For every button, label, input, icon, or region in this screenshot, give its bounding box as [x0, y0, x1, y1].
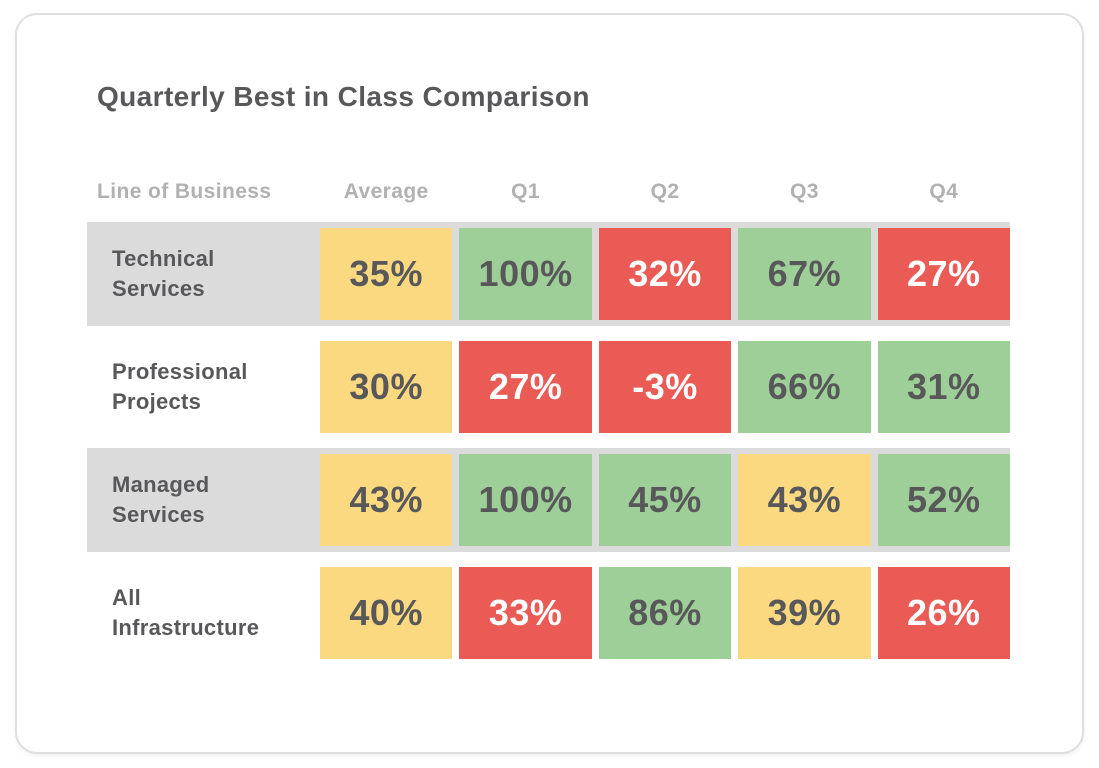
comparison-table: Line of Business Average Q1 Q2 Q3 Q4 Tec…: [87, 179, 1010, 665]
column-header-line-of-business: Line of Business: [97, 180, 272, 203]
comparison-table-body: Technical Services 35% 100% 32% 67% 27% Prof…: [87, 222, 1010, 665]
row-label: All Infrastructure: [112, 585, 260, 640]
table-row: Managed Services 43% 100% 45% 43% 52%: [87, 448, 1010, 552]
table-row: All Infrastructure 40% 33% 86% 39% 26%: [87, 561, 1010, 665]
page-title: Quarterly Best in Class Comparison: [97, 81, 590, 112]
value-cell: 100%: [459, 228, 592, 320]
column-header-q3: Q3: [789, 180, 819, 203]
report-card: Quarterly Best in Class Comparison Line …: [15, 13, 1084, 754]
row-label: Technical Services: [112, 246, 215, 301]
value-cell: 39%: [738, 567, 871, 659]
value-cell: 27%: [459, 341, 592, 433]
table-row: Technical Services 35% 100% 32% 67% 27%: [87, 222, 1010, 326]
value-cell: 26%: [877, 567, 1010, 659]
value-cell: 45%: [598, 454, 732, 546]
table-header-row: Line of Business Average Q1 Q2 Q3 Q4: [87, 179, 1010, 205]
value-cell: 33%: [459, 567, 592, 659]
value-cell: 31%: [877, 341, 1010, 433]
column-header-q4: Q4: [929, 180, 959, 203]
value-cell: 67%: [738, 228, 871, 320]
row-label: Professional Projects: [112, 359, 248, 414]
row-label: Managed Services: [112, 472, 210, 527]
value-cell: 43%: [320, 454, 453, 546]
value-cell: 86%: [598, 567, 732, 659]
column-header-q1: Q1: [511, 180, 540, 203]
value-cell: 30%: [320, 341, 453, 433]
value-cell: 32%: [598, 228, 732, 320]
value-cell: 100%: [459, 454, 592, 546]
value-cell: -3%: [598, 341, 732, 433]
value-cell: 35%: [320, 228, 453, 320]
value-cell: 40%: [320, 567, 453, 659]
column-header-q2: Q2: [650, 180, 680, 203]
value-cell: 52%: [877, 454, 1010, 546]
value-cell: 66%: [738, 341, 871, 433]
column-header-average: Average: [343, 180, 429, 203]
value-cell: 43%: [738, 454, 871, 546]
value-cell: 27%: [877, 228, 1010, 320]
table-row: Professional Projects 30% 27% -3% 66% 31%: [87, 335, 1010, 439]
